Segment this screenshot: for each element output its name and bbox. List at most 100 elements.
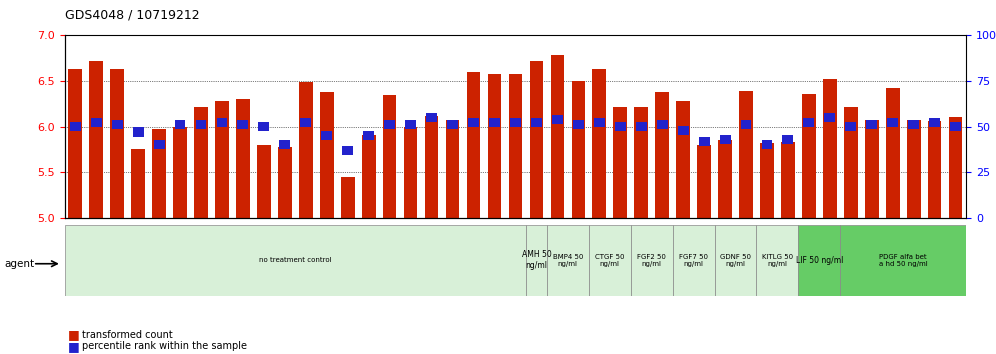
FancyBboxPatch shape [65, 225, 526, 296]
Bar [90, 61, 103, 218]
Bar [655, 92, 669, 218]
Text: PDGF alfa bet
a hd 50 ng/ml: PDGF alfa bet a hd 50 ng/ml [878, 254, 927, 267]
Bar [362, 135, 375, 218]
Bar [364, 131, 374, 140]
Bar [447, 120, 458, 129]
Bar [867, 120, 877, 129]
Bar [594, 118, 605, 127]
Bar [173, 127, 187, 218]
Text: FGF2 50
ng/ml: FGF2 50 ng/ml [637, 254, 666, 267]
Bar [131, 149, 145, 218]
Bar [635, 122, 646, 131]
FancyBboxPatch shape [526, 225, 547, 296]
Bar [91, 118, 102, 127]
Bar [111, 69, 124, 218]
Bar [823, 79, 837, 218]
Bar [174, 120, 185, 129]
Bar [237, 120, 248, 129]
FancyBboxPatch shape [799, 225, 841, 296]
Bar [424, 116, 438, 218]
Bar [741, 120, 751, 129]
Bar [70, 122, 81, 131]
Text: GDNF 50
ng/ml: GDNF 50 ng/ml [720, 254, 751, 267]
Text: transformed count: transformed count [82, 330, 172, 339]
Text: CTGF 50
ng/ml: CTGF 50 ng/ml [595, 254, 624, 267]
Bar [258, 122, 269, 131]
FancyBboxPatch shape [672, 225, 714, 296]
Bar [488, 74, 501, 218]
Text: LIF 50 ng/ml: LIF 50 ng/ml [796, 256, 843, 265]
Bar [844, 107, 858, 218]
Text: AMH 50
ng/ml: AMH 50 ng/ml [522, 251, 551, 270]
Text: KITLG 50
ng/ml: KITLG 50 ng/ml [762, 254, 793, 267]
Bar [802, 94, 816, 218]
Bar [467, 72, 480, 218]
Bar [781, 142, 795, 218]
Bar [887, 118, 898, 127]
Bar [489, 118, 500, 127]
Bar [153, 140, 164, 149]
Bar [278, 147, 292, 218]
Bar [551, 56, 564, 218]
Bar [928, 121, 941, 218]
Bar [762, 140, 773, 149]
FancyBboxPatch shape [757, 225, 799, 296]
Bar [719, 135, 730, 144]
Text: ■: ■ [68, 328, 80, 341]
Text: percentile rank within the sample: percentile rank within the sample [82, 341, 247, 351]
Bar [403, 127, 417, 218]
Bar [929, 118, 940, 127]
Text: ■: ■ [68, 340, 80, 353]
Bar [322, 131, 333, 140]
Text: FGF7 50
ng/ml: FGF7 50 ng/ml [679, 254, 708, 267]
Bar [132, 127, 143, 137]
Bar [152, 129, 166, 218]
Bar [426, 113, 437, 122]
Bar [384, 120, 395, 129]
Bar [804, 118, 815, 127]
Bar [531, 118, 542, 127]
Bar [215, 101, 229, 218]
Bar [865, 120, 878, 218]
Bar [382, 95, 396, 218]
FancyBboxPatch shape [547, 225, 589, 296]
Bar [509, 74, 522, 218]
Bar [280, 140, 290, 149]
Bar [112, 120, 123, 129]
Bar [510, 118, 521, 127]
Text: no treatment control: no treatment control [259, 257, 332, 263]
Bar [615, 122, 625, 131]
Bar [718, 140, 732, 218]
Bar [676, 101, 690, 218]
Bar [739, 91, 753, 218]
Bar [341, 177, 355, 218]
FancyBboxPatch shape [714, 225, 757, 296]
Bar [950, 122, 961, 131]
Bar [572, 81, 585, 218]
FancyBboxPatch shape [841, 225, 966, 296]
Bar [697, 145, 711, 218]
Bar [69, 69, 82, 218]
Bar [760, 143, 774, 218]
Bar [301, 118, 312, 127]
Bar [656, 120, 667, 129]
Text: agent: agent [4, 259, 34, 269]
Bar [405, 120, 416, 129]
Bar [825, 113, 836, 122]
Bar [552, 115, 563, 124]
Bar [949, 118, 962, 218]
Bar [446, 120, 459, 218]
Bar [236, 99, 250, 218]
Text: BMP4 50
ng/ml: BMP4 50 ng/ml [553, 254, 583, 267]
Bar [593, 69, 607, 218]
Bar [885, 88, 899, 218]
Bar [257, 145, 271, 218]
Bar [320, 92, 334, 218]
Bar [634, 107, 648, 218]
Bar [908, 120, 919, 129]
Bar [783, 135, 794, 144]
Bar [614, 107, 627, 218]
FancyBboxPatch shape [630, 225, 672, 296]
Bar [573, 120, 584, 129]
Bar [677, 126, 688, 135]
